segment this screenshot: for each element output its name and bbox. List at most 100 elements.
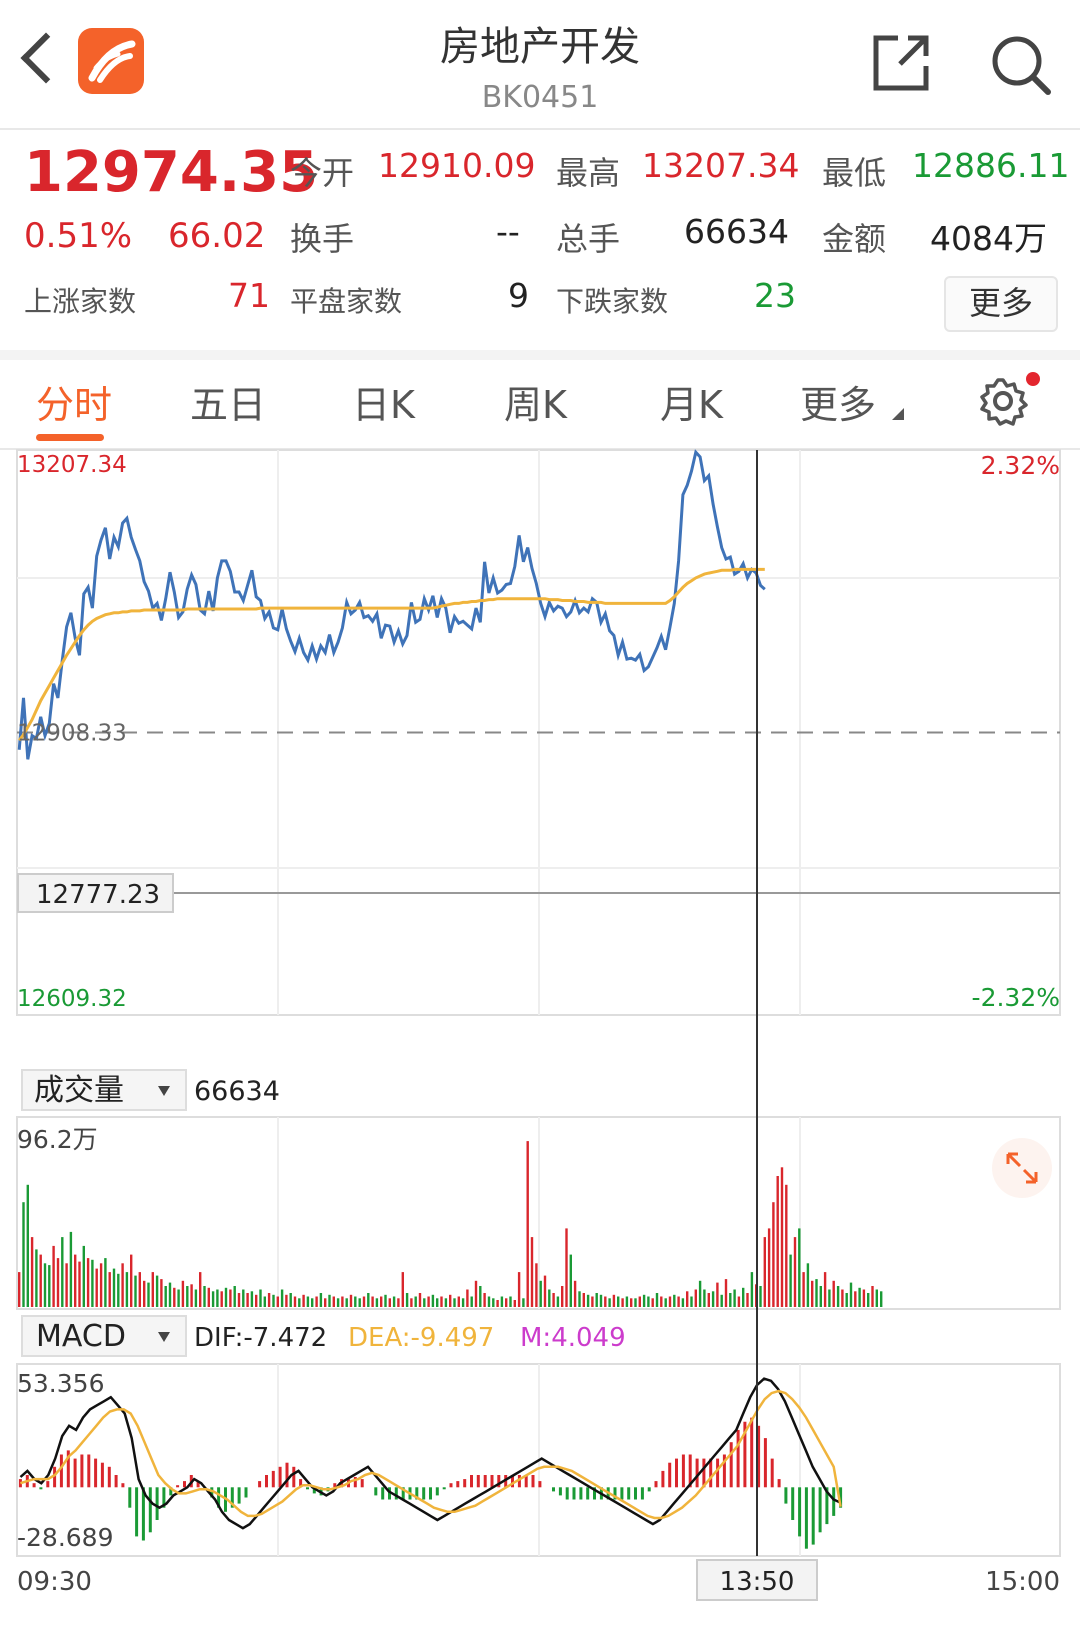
volume-bar	[138, 1272, 141, 1307]
volume-bar	[267, 1293, 271, 1307]
price-min-label: 12609.32	[17, 986, 127, 1012]
search-icon[interactable]	[990, 34, 1052, 96]
share-icon[interactable]	[872, 34, 930, 92]
volume-bar	[746, 1293, 749, 1307]
tab-more[interactable]: 更多	[800, 383, 877, 427]
volume-bar	[431, 1294, 435, 1307]
volume-bar	[155, 1275, 159, 1307]
volume-bar	[867, 1293, 870, 1307]
chart-area[interactable]: 13207.34 12908.33 12609.32 2.32% -2.32% …	[0, 448, 1080, 1645]
volume-bar	[819, 1286, 822, 1307]
volume-bar	[207, 1287, 210, 1307]
volume-bar	[181, 1280, 185, 1307]
volume-bar	[862, 1289, 866, 1307]
volume-bar	[280, 1289, 284, 1307]
volume-bar	[677, 1296, 680, 1307]
low-label: 最低	[822, 154, 887, 192]
volume-bar	[358, 1298, 361, 1307]
expand-icon[interactable]	[992, 1138, 1052, 1198]
intraday-chart-svg: 13207.34 12908.33 12609.32 2.32% -2.32% …	[16, 449, 1061, 1601]
volume-bar	[199, 1272, 202, 1307]
tab-weekly-k[interactable]: 周K	[504, 383, 567, 427]
volume-bar	[573, 1280, 577, 1307]
volume-bar	[82, 1245, 85, 1307]
volume-bar	[362, 1296, 366, 1307]
volume-bar	[216, 1289, 219, 1307]
volume-bar	[380, 1296, 383, 1307]
volume-bar	[742, 1287, 745, 1307]
volume-bar	[617, 1296, 620, 1307]
change-value: 66.02	[168, 216, 266, 256]
volume-bar	[293, 1296, 297, 1307]
volume-bar	[151, 1272, 154, 1307]
volume-bar	[798, 1228, 801, 1307]
volume-bar	[414, 1296, 417, 1307]
page-title: 房地产开发	[440, 24, 640, 70]
tab-daily-k[interactable]: 日K	[352, 383, 415, 427]
macd-dea-value: DEA:-9.497	[348, 1323, 494, 1353]
pct-min-label: -2.32%	[972, 983, 1060, 1012]
volume-bar	[642, 1294, 646, 1307]
volume-bar	[242, 1289, 245, 1307]
volume-bar	[86, 1258, 90, 1307]
volume-bar	[121, 1263, 124, 1307]
volume-bar	[785, 1184, 788, 1307]
volume-bar	[841, 1289, 844, 1307]
volume-bar	[599, 1294, 603, 1307]
volume-bar	[703, 1289, 706, 1307]
app-logo-icon	[78, 28, 144, 94]
crosshair-time-box	[696, 1559, 818, 1601]
sector-code: BK0451	[481, 80, 599, 115]
volume-bar	[233, 1286, 236, 1307]
volume-bar	[591, 1296, 594, 1307]
macd-dif-value: DIF:-7.472	[194, 1323, 327, 1353]
volume-bar	[405, 1293, 409, 1307]
macd-indicator-select[interactable]	[21, 1315, 187, 1357]
volume-bar	[836, 1286, 840, 1307]
macd-plot	[18, 1377, 843, 1549]
volume-bar	[505, 1298, 508, 1307]
volume-bar	[22, 1202, 25, 1307]
volume-bar	[772, 1202, 775, 1307]
tab-monthly-k[interactable]: 月K	[660, 383, 723, 427]
quote-panel: 12974.35 0.51% 66.02 今开 12910.09 最高 1320…	[0, 130, 1080, 360]
volume-bar	[410, 1298, 413, 1307]
volume-bar	[474, 1280, 478, 1307]
volume-bar	[371, 1296, 374, 1307]
volume-bar	[427, 1296, 430, 1307]
volume-bar	[871, 1286, 874, 1307]
volume-bar	[673, 1294, 676, 1307]
volume-bar	[828, 1289, 831, 1307]
more-quote-button[interactable]: 更多	[944, 276, 1058, 332]
volume-indicator-select[interactable]	[21, 1069, 187, 1111]
volume-bar	[285, 1294, 288, 1307]
volume-bar	[95, 1268, 98, 1307]
volume-bar	[526, 1141, 529, 1307]
volume-bar	[535, 1263, 538, 1307]
volume-bar	[763, 1237, 766, 1307]
volume-bar	[203, 1286, 206, 1307]
crosshair-time: 13:50	[720, 1567, 795, 1597]
volume-bar	[849, 1282, 853, 1307]
last-price: 12974.35	[24, 140, 319, 205]
volume-bar	[272, 1294, 275, 1307]
volume-bar	[349, 1294, 353, 1307]
top-bar: 房地产开发 BK0451	[0, 0, 1080, 130]
volume-bar	[375, 1298, 379, 1307]
crosshair-value-box	[17, 873, 174, 913]
volume-bar	[99, 1263, 103, 1307]
volume-bar	[729, 1293, 732, 1307]
volume-bar	[578, 1291, 581, 1307]
volume-bars	[18, 1141, 883, 1307]
volume-bar	[483, 1293, 486, 1307]
active-tab-indicator	[36, 434, 104, 441]
volume-bar	[328, 1294, 331, 1307]
settings-gear-icon[interactable]	[978, 376, 1028, 426]
volume-bar	[130, 1254, 133, 1307]
tab-intraday[interactable]: 分时	[36, 383, 113, 427]
macd-dropdown-icon	[158, 1332, 170, 1342]
volume-bar	[759, 1286, 762, 1307]
tab-five-day[interactable]: 五日	[190, 383, 267, 427]
volume-bar	[595, 1293, 598, 1307]
up-count: 71	[228, 276, 270, 315]
